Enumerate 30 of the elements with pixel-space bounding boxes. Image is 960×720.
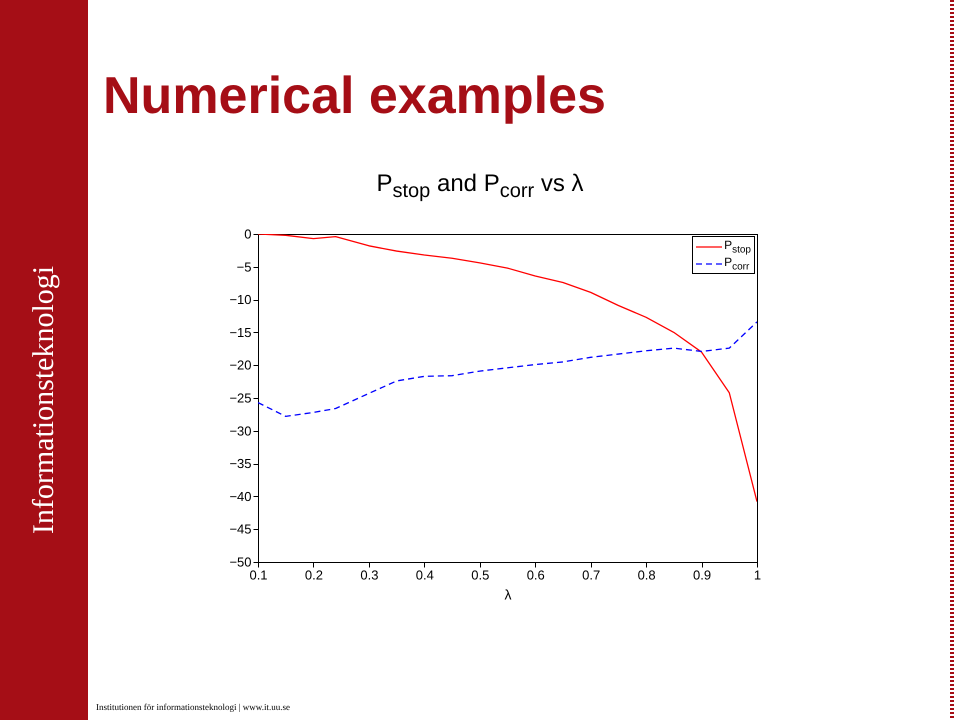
y-tick-label: −15	[229, 324, 252, 340]
y-tick-label: −5	[236, 259, 252, 274]
y-tick-label: −45	[229, 522, 252, 537]
x-tick-label: 0.9	[693, 568, 712, 582]
x-tick-label: 0.5	[471, 568, 490, 582]
x-tick-label: 0.8	[638, 568, 656, 582]
y-tick-label: 0	[244, 226, 252, 242]
chart-title: Numerical examples	[103, 66, 606, 126]
legend-label: P$_{stop}$	[724, 238, 751, 256]
x-tick-label: 0.6	[526, 568, 545, 582]
chart-subtitle: P$_{stop}$ and P$_{corr}$ vs λ	[375, 170, 584, 203]
x-axis-title: λ	[504, 586, 512, 602]
x-tick-label: 1	[754, 568, 762, 582]
legend-label: P$_{corr}$	[724, 254, 750, 272]
y-tick-label: −20	[229, 358, 252, 373]
y-tick-label: −25	[229, 390, 252, 406]
y-tick-label: −50	[229, 554, 252, 570]
x-tick-label: 0.1	[249, 568, 268, 582]
y-tick-label: −35	[229, 456, 252, 472]
x-tick-label: 0.2	[304, 568, 323, 582]
x-tick-label: 0.3	[360, 568, 378, 582]
x-tick-label: 0.7	[582, 568, 600, 582]
y-tick-label: −40	[229, 488, 252, 504]
text: Informationsteknologi	[27, 266, 61, 534]
y-tick-label: −10	[229, 292, 252, 308]
text: Institutionen för informationsteknologi | www.it.uu.se	[96, 702, 290, 712]
y-tick-label: −30	[229, 423, 252, 438]
line-series	[258, 321, 757, 418]
x-tick-label: 0.4	[416, 568, 434, 582]
line-series	[258, 234, 757, 502]
